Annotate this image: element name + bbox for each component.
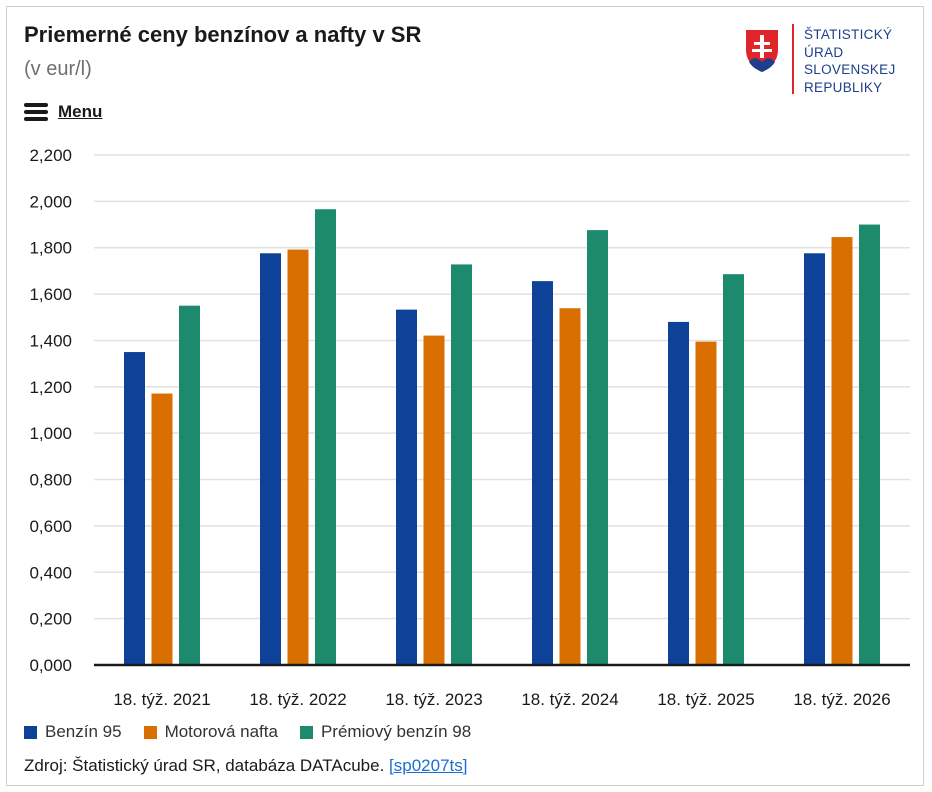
y-tick-label: 2,000 [29, 192, 72, 211]
logo-line: ÚRAD [804, 44, 844, 60]
y-tick-label: 0,600 [29, 517, 72, 536]
menu-button[interactable]: Menu [24, 102, 102, 122]
source-note: Zdroj: Štatistický úrad SR, databáza DAT… [24, 756, 468, 776]
bar[interactable]: Benzín 95: 1.776 [260, 253, 281, 666]
bar[interactable]: Benzín 95: 1.656 [532, 281, 553, 665]
bar[interactable]: Benzín 95: 1.48 [668, 321, 689, 665]
y-tick-label: 0,800 [29, 471, 72, 490]
legend-item-nafta[interactable]: Motorová nafta [143, 722, 278, 742]
bar[interactable]: Prémiový benzín 98: 1.966 [315, 209, 336, 665]
bar[interactable]: Motorová nafta: 1.792 [287, 249, 309, 665]
legend: Benzín 95 Motorová nafta Prémiový benzín… [24, 722, 493, 742]
y-tick-label: 1,800 [29, 239, 72, 258]
source-text: Zdroj: Štatistický úrad SR, databáza DAT… [24, 756, 385, 775]
source-link[interactable]: [sp0207ts] [389, 756, 468, 775]
y-axis: 0,000 0,200 0,400 0,600 0,800 1,000 1,200 1,400… [29, 146, 72, 675]
chart-subtitle: (v eur/l) [24, 58, 92, 80]
x-tick-label: 18. týž. 2021 [113, 690, 210, 709]
hamburger-icon [24, 103, 48, 121]
bar[interactable]: Benzín 95: 1.776 [804, 253, 825, 666]
bar[interactable]: Benzín 95: 1.35 [124, 352, 145, 665]
y-tick-label: 0,000 [29, 656, 72, 675]
legend-item-benzin95[interactable]: Benzín 95 [24, 722, 122, 742]
bar[interactable]: Motorová nafta: 1.421 [423, 335, 445, 665]
bar[interactable]: Motorová nafta: 1.171 [151, 393, 173, 665]
x-tick-label: 18. týž. 2025 [657, 690, 754, 709]
legend-swatch [299, 725, 313, 739]
bar[interactable]: Motorová nafta: 1.539 [559, 308, 581, 665]
y-tick-label: 1,200 [29, 378, 72, 397]
legend-label: Motorová nafta [164, 722, 278, 741]
bar[interactable]: Motorová nafta: 1.846 [831, 237, 853, 665]
logo-line: ŠTATISTICKÝ [804, 27, 893, 42]
bar[interactable]: Prémiový benzín 98: 1.728 [451, 264, 472, 665]
x-tick-label: 18. týž. 2024 [521, 690, 618, 709]
legend-label: Benzín 95 [45, 722, 122, 741]
bar[interactable]: Benzín 95: 1.533 [396, 309, 417, 665]
x-tick-label: 18. týž. 2026 [793, 690, 890, 709]
bar[interactable]: Prémiový benzín 98: 1.686 [723, 274, 744, 665]
y-tick-label: 0,400 [29, 563, 72, 582]
legend-label: Prémiový benzín 98 [320, 722, 472, 741]
y-tick-label: 1,400 [29, 331, 72, 350]
bar[interactable]: Motorová nafta: 1.395 [695, 341, 717, 665]
logo-divider [792, 24, 794, 94]
y-tick-label: 0,200 [29, 610, 72, 629]
bar[interactable]: Prémiový benzín 98: 1.9 [859, 224, 880, 665]
bars: Benzín 95: 1.35 Motorová nafta: 1.171 Prém… [124, 209, 880, 666]
chart-title: Priemerné ceny benzínov a nafty v SR [24, 22, 422, 47]
y-tick-label: 1,000 [29, 424, 72, 443]
grid [94, 154, 910, 620]
legend-item-premiovy[interactable]: Prémiový benzín 98 [299, 722, 472, 742]
legend-swatch [24, 725, 37, 739]
x-tick-label: 18. týž. 2023 [385, 690, 482, 709]
y-tick-label: 1,600 [29, 285, 72, 304]
slovak-coat-of-arms-icon [742, 26, 782, 76]
logo-text: ŠTATISTICKÝ ÚRAD SLOVENSKEJ REPUBLIKY [804, 26, 896, 96]
y-tick-label: 2,200 [29, 146, 72, 165]
logo-line: REPUBLIKY [804, 79, 883, 95]
x-tick-label: 18. týž. 2022 [249, 690, 346, 709]
bar-chart: 0,000 0,200 0,400 0,600 0,800 1,000 1,200 1,400… [29, 146, 910, 709]
bar[interactable]: Prémiový benzín 98: 1.55 [179, 305, 200, 665]
bar[interactable]: Prémiový benzín 98: 1.876 [587, 230, 608, 666]
menu-label: Menu [58, 102, 103, 121]
logo: ŠTATISTICKÝ ÚRAD SLOVENSKEJ REPUBLIKY [742, 24, 912, 96]
legend-swatch [143, 725, 157, 739]
x-axis: 18. týž. 2021 18. týž. 2022 18. týž. 2023 1… [94, 663, 910, 709]
logo-line: SLOVENSKEJ [804, 62, 896, 77]
